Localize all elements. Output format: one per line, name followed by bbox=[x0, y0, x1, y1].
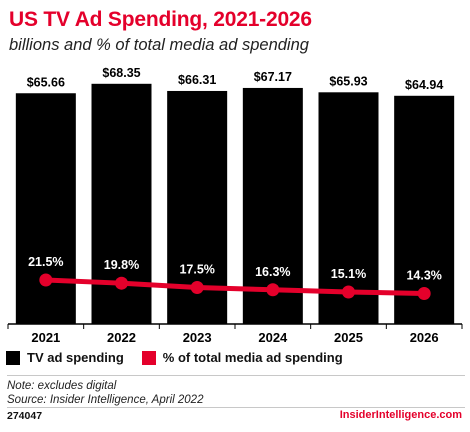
divider-top bbox=[7, 375, 465, 376]
bar-label-2021: $65.66 bbox=[27, 75, 65, 89]
chart-id: 274047 bbox=[7, 410, 43, 422]
note-text: Note: excludes digital bbox=[7, 380, 117, 392]
x-tick-label-2021: 2021 bbox=[31, 330, 60, 345]
x-tick-label-2026: 2026 bbox=[410, 330, 439, 345]
x-tick-label-2024: 2024 bbox=[258, 330, 288, 345]
bar-label-2024: $67.17 bbox=[254, 70, 292, 84]
legend-item-tv: TV ad spending bbox=[6, 350, 124, 365]
legend-label-tv: TV ad spending bbox=[27, 350, 124, 365]
share-point-2023 bbox=[190, 281, 204, 294]
bar-2021 bbox=[15, 93, 76, 324]
share-point-2025 bbox=[342, 285, 355, 299]
chart-title: US TV Ad Spending, 2021-2026 bbox=[9, 8, 312, 31]
x-tick-label-2022: 2022 bbox=[107, 330, 136, 345]
share-label-2022: 19.8% bbox=[104, 258, 139, 272]
share-label-2025: 15.1% bbox=[331, 267, 366, 281]
bar-2026 bbox=[394, 95, 455, 324]
chart-subtitle: billions and % of total media ad spendin… bbox=[9, 36, 309, 54]
x-tick-label-2025: 2025 bbox=[334, 330, 363, 345]
bar-label-2022: $68.35 bbox=[102, 66, 140, 80]
x-tick-label-2023: 2023 bbox=[183, 330, 212, 345]
share-point-2024 bbox=[266, 283, 280, 297]
legend-item-share: % of total media ad spending bbox=[141, 350, 343, 365]
share-label-2024: 16.3% bbox=[255, 265, 290, 279]
share-point-2021 bbox=[39, 273, 53, 287]
share-point-2026 bbox=[417, 287, 431, 300]
legend-swatch-black bbox=[6, 350, 20, 365]
share-label-2021: 21.5% bbox=[28, 255, 63, 269]
legend-swatch-red bbox=[141, 350, 156, 365]
brand-link[interactable]: InsiderIntelligence.com bbox=[339, 409, 462, 421]
legend: TV ad spending % of total media ad spend… bbox=[6, 350, 361, 365]
share-line bbox=[45, 277, 425, 296]
bar-label-2023: $66.31 bbox=[178, 73, 216, 87]
source-text: Source: Insider Intelligence, April 2022 bbox=[7, 394, 204, 406]
bar-line-chart: $65.66 2021 $68.35 2022 $66.31 2023 $67.17 2024… bbox=[7, 66, 463, 345]
share-point-2022 bbox=[115, 276, 128, 290]
bar-2025 bbox=[318, 92, 379, 324]
bar-label-2025: $65.93 bbox=[329, 74, 367, 88]
legend-label-share: % of total media ad spending bbox=[162, 350, 343, 365]
share-label-2026: 14.3% bbox=[406, 269, 441, 283]
share-label-2023: 17.5% bbox=[179, 263, 214, 277]
bar-label-2026: $64.94 bbox=[405, 78, 443, 92]
divider-bottom bbox=[7, 407, 465, 408]
